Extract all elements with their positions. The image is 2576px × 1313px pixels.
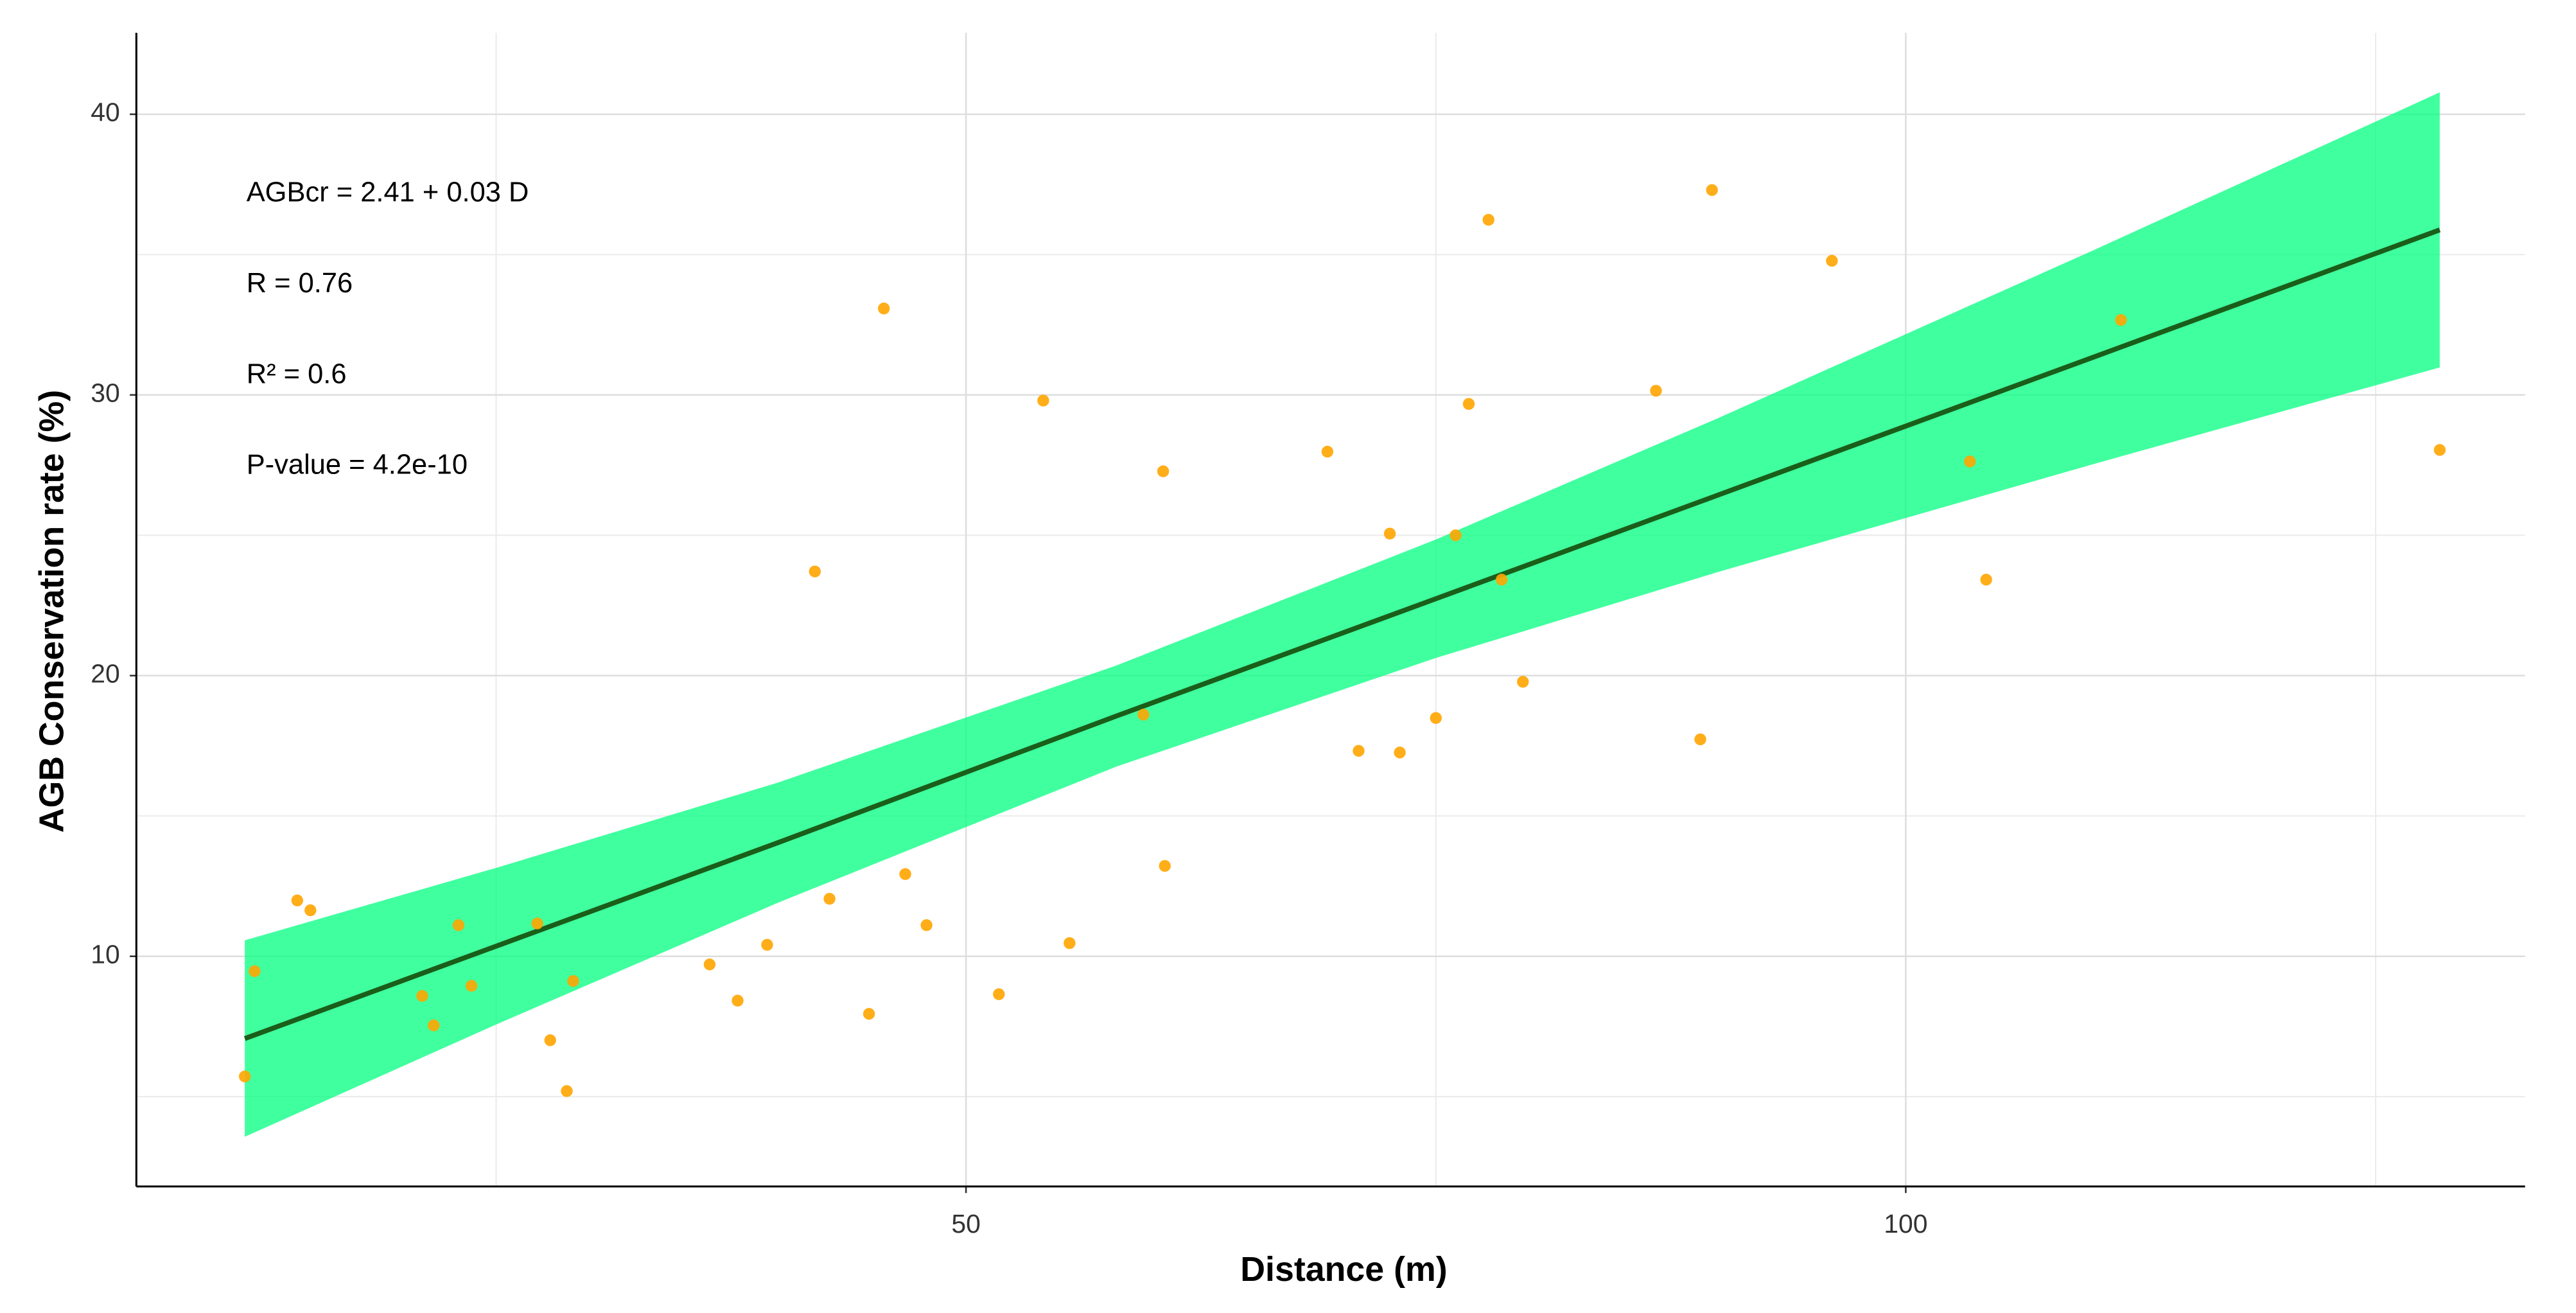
data-point [452,919,465,931]
data-point [1826,254,1838,267]
data-point [1394,746,1406,759]
data-point [1482,213,1494,226]
y-tick-label: 40 [91,98,120,127]
data-point [249,965,261,978]
data-point [878,303,890,315]
x-tick-label: 100 [1884,1209,1927,1238]
y-axis-title: AGB Conservation rate (%) [33,390,71,833]
data-point [732,994,744,1007]
data-point [1157,465,1170,477]
data-point [1963,455,1976,468]
annotation: R² = 0.6 [247,358,347,389]
data-point [531,917,543,930]
x-tick-label: 50 [951,1209,981,1238]
data-point [304,904,317,917]
y-tick-label: 30 [91,378,120,408]
data-point [809,565,821,577]
data-point [1980,574,1992,586]
annotation: P-value = 4.2e-10 [247,450,468,480]
data-point [761,938,773,951]
y-tick-label: 10 [91,940,120,969]
regression-line [243,227,2441,1041]
data-point [1321,445,1334,458]
data-point [1650,385,1662,397]
data-point [1064,937,1076,949]
annotation: R = 0.76 [247,268,353,299]
data-point [993,988,1005,1000]
data-point [1462,398,1475,410]
annotation: AGBcr = 2.41 + 0.03 D [247,177,529,207]
confidence-band [245,92,2440,1137]
data-point [920,919,933,931]
data-point [1450,529,1462,542]
data-point [1495,574,1508,586]
data-point [428,1019,440,1032]
data-point [544,1034,556,1046]
data-point [1137,709,1150,721]
data-point [567,974,579,987]
data-point [1694,733,1706,746]
data-point [561,1085,573,1097]
data-point [863,1008,875,1020]
data-point [416,990,428,1002]
data-point [2115,313,2127,326]
data-point [703,958,716,971]
data-point [1383,527,1396,540]
data-point [1037,394,1049,407]
data-point [1353,745,1365,757]
x-axis-title: Distance (m) [1240,1250,1447,1289]
data-point [1517,676,1529,688]
data-point [465,980,478,992]
data-point [2433,444,2446,456]
data-point [1430,712,1442,724]
data-point [823,892,836,905]
data-point [899,868,911,880]
data-point [238,1070,251,1082]
data-point [1159,859,1171,872]
data-point [291,894,304,906]
data-point [1706,184,1718,197]
y-tick-label: 20 [91,659,120,689]
